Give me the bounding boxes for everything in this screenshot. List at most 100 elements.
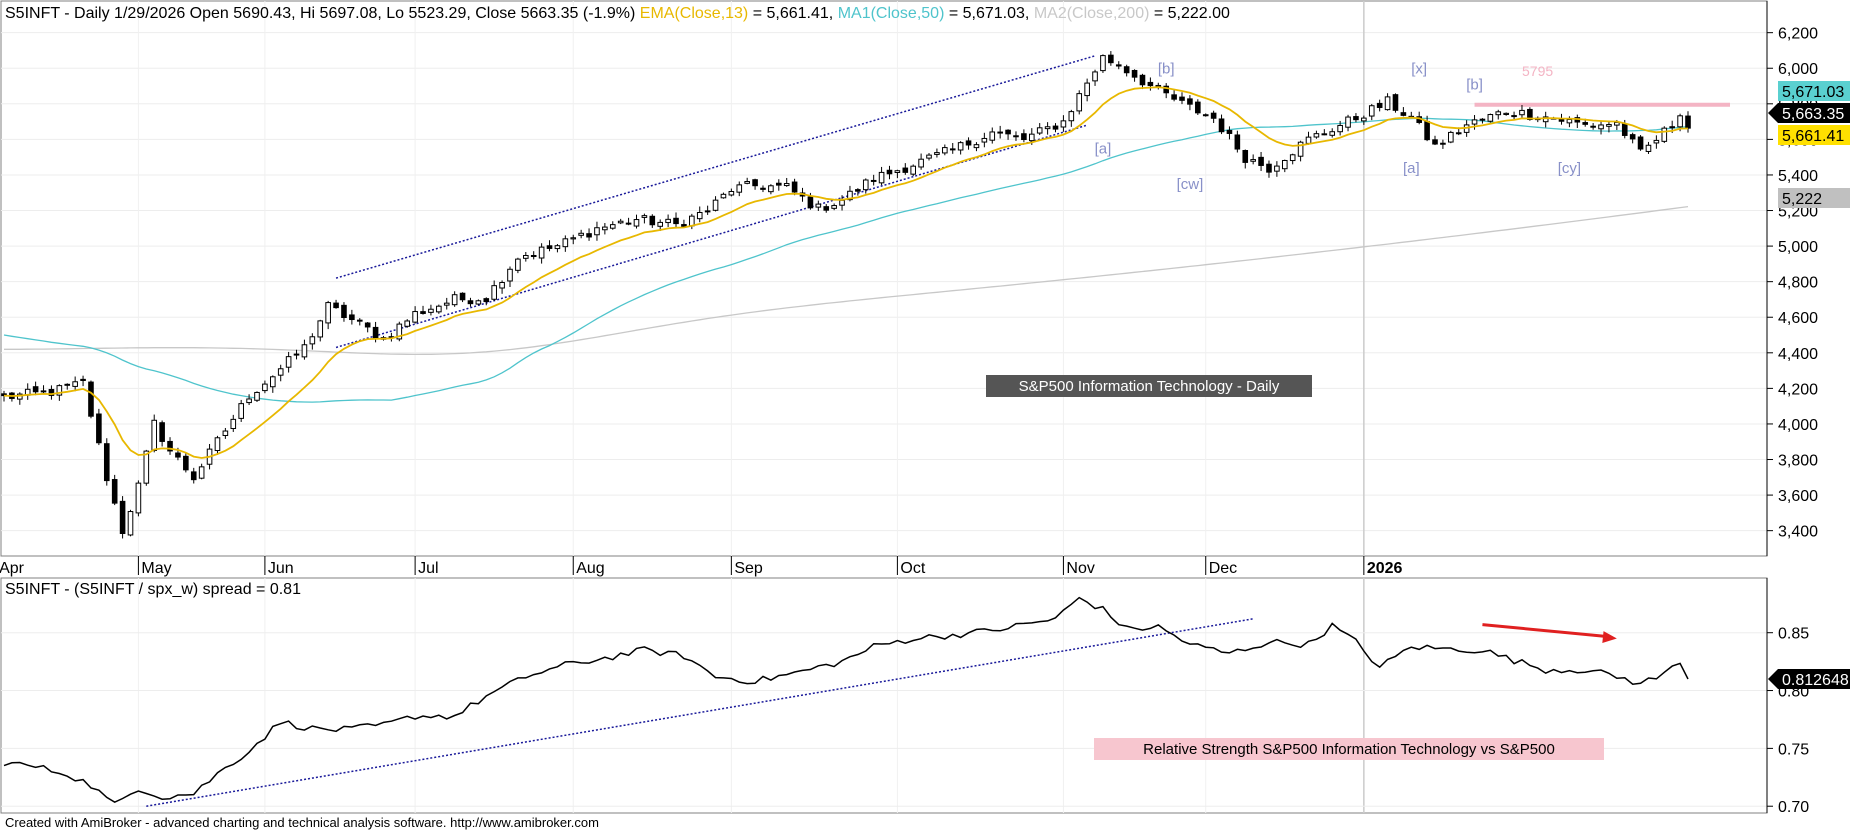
candle [1013, 131, 1019, 141]
lower-caption-box [1094, 738, 1604, 760]
candle [1479, 118, 1486, 124]
candle [1432, 135, 1438, 146]
header-ma2-label: MA2(Close,200) [1034, 5, 1150, 22]
rs-tag-box [1768, 668, 1850, 689]
candle [736, 181, 743, 197]
candle-body [957, 142, 964, 151]
candle-body [1582, 122, 1589, 125]
candle-body [230, 418, 237, 430]
rs-trend-line [146, 618, 1254, 807]
candle [1187, 95, 1193, 111]
candle-body [143, 450, 150, 484]
candle [396, 321, 403, 342]
candle-body [356, 319, 363, 322]
candle [1542, 111, 1549, 128]
candle-body [175, 452, 181, 458]
ema13-line [3, 86, 1689, 459]
candle-body [333, 302, 339, 309]
candle [1297, 140, 1304, 162]
value-tag-label: 5,222 [1782, 191, 1822, 208]
candle-body [538, 246, 545, 259]
candle [1629, 132, 1636, 144]
candle-body [364, 322, 371, 328]
footer-text: Created with AmiBroker - advanced charti… [5, 815, 599, 830]
candle [981, 132, 988, 148]
candle [823, 204, 830, 213]
y-tick-label: 3,400 [1778, 524, 1818, 541]
candle [633, 214, 640, 229]
candle-body [1313, 133, 1320, 138]
candle [285, 351, 292, 373]
candle-body [862, 179, 869, 191]
candle-body [902, 167, 909, 173]
candle [831, 203, 837, 211]
candle-body [1108, 54, 1114, 64]
candle-body [696, 211, 703, 220]
rs-tag: 0.812648 [1768, 668, 1850, 689]
candle-body [428, 308, 434, 313]
candle-body [80, 378, 86, 381]
resistance-label: 5795 [1522, 63, 1553, 79]
candle-body [768, 185, 774, 193]
y-tick-label: 6,200 [1778, 26, 1818, 43]
candle-body [1218, 118, 1225, 133]
candle-body [111, 479, 118, 504]
candle-body [1527, 108, 1533, 120]
value-tag-box [1768, 103, 1850, 123]
candle-body [1368, 105, 1375, 117]
candle-body [198, 466, 205, 479]
candle [681, 219, 687, 228]
candle [673, 212, 679, 229]
candle [712, 196, 719, 212]
candle [957, 141, 964, 155]
candle [1092, 69, 1098, 86]
candle-body [839, 199, 845, 206]
candle [1258, 151, 1264, 172]
candle-body [317, 320, 324, 338]
candle [617, 218, 624, 225]
candle-body [1487, 114, 1494, 122]
candle [507, 266, 513, 288]
candle-body [1179, 96, 1185, 101]
candle [1250, 154, 1256, 165]
candle [760, 185, 766, 193]
candle [594, 221, 600, 241]
candle [1313, 130, 1320, 139]
candle-body [1629, 134, 1636, 140]
candle-body [1281, 159, 1288, 170]
rs-tag-label: 0.812648 [1782, 672, 1849, 689]
candle-body [910, 165, 917, 175]
candle-body [277, 368, 284, 376]
candle-body [159, 422, 165, 442]
red-arrow [1482, 623, 1617, 644]
candle [696, 206, 703, 223]
candle-body [1274, 165, 1280, 172]
candle-body [744, 181, 750, 184]
candle [1400, 107, 1407, 117]
candle-body [1653, 139, 1660, 144]
candle [246, 394, 252, 405]
month-label: Jun [268, 560, 294, 577]
candle [538, 243, 545, 264]
candle [973, 142, 980, 152]
candle [855, 188, 861, 196]
candle-body [1479, 118, 1486, 121]
candle [1084, 78, 1090, 102]
candle [64, 383, 71, 390]
candle-body [238, 403, 244, 419]
candle-body [546, 245, 553, 249]
candle [775, 179, 782, 191]
candle-body [570, 237, 577, 240]
candle-body [1685, 115, 1691, 129]
candle-body [1005, 129, 1011, 135]
value-tag: 5,663.35 [1768, 103, 1850, 123]
candle [230, 414, 237, 432]
ma50-path [3, 117, 1689, 403]
lower-y-tick-label: 0.75 [1778, 741, 1809, 758]
candle-body [246, 398, 252, 404]
candle [238, 399, 244, 422]
candle-body [254, 391, 260, 401]
candle [88, 380, 94, 419]
candle [420, 305, 426, 315]
candle [720, 192, 727, 199]
